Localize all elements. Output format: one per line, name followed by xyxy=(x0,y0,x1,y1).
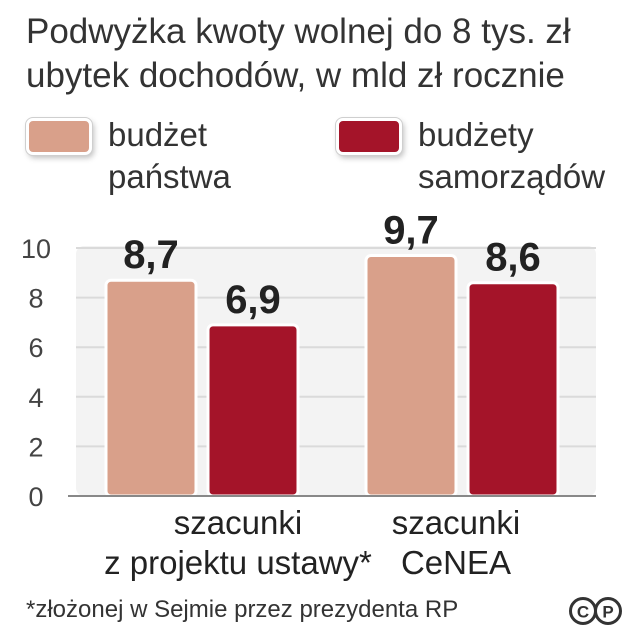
y-tick-label: 6 xyxy=(28,333,43,363)
y-tick-label: 10 xyxy=(21,234,51,264)
chart-title-line-1: Podwyżka kwoty wolnej do 8 tys. zł xyxy=(26,12,571,51)
chart-title: Podwyżka kwoty wolnej do 8 tys. zł ubyte… xyxy=(26,10,571,98)
legend-swatch-budzet-panstwa xyxy=(26,118,92,155)
category-label: CeNEA xyxy=(401,544,511,581)
footnote: *złożonej w Sejmie przez prezydenta RP xyxy=(26,596,459,623)
svg-text:C: C xyxy=(577,603,589,622)
y-tick-label: 8 xyxy=(28,284,43,314)
legend-label-budzet-panstwa: budżet państwa xyxy=(108,116,231,195)
category-label: szacunki xyxy=(174,504,302,541)
y-tick-label: 0 xyxy=(28,482,43,512)
y-tick-label: 2 xyxy=(28,432,43,462)
legend-label-budzety-samorzadow: budżety samorządów xyxy=(418,116,606,195)
plot-background xyxy=(76,246,596,496)
bar-value-label: 8,6 xyxy=(485,236,541,280)
category-label: z projektu ustawy* xyxy=(104,544,372,581)
bar xyxy=(206,323,300,498)
svg-text:P: P xyxy=(602,603,613,622)
bar xyxy=(104,278,198,498)
bar-value-label: 8,7 xyxy=(123,233,179,277)
bar xyxy=(466,281,560,498)
legend-swatch-budzety-samorzadow xyxy=(336,118,402,155)
y-tick-label: 4 xyxy=(28,383,43,413)
cp-logo: C P xyxy=(569,597,622,625)
bar-value-label: 6,9 xyxy=(225,278,281,322)
chart-title-line-2: ubytek dochodów, w mld zł rocznie xyxy=(26,56,565,95)
category-label: szacunki xyxy=(392,504,520,541)
bar-value-label: 9,7 xyxy=(383,208,439,252)
bar xyxy=(364,253,458,498)
